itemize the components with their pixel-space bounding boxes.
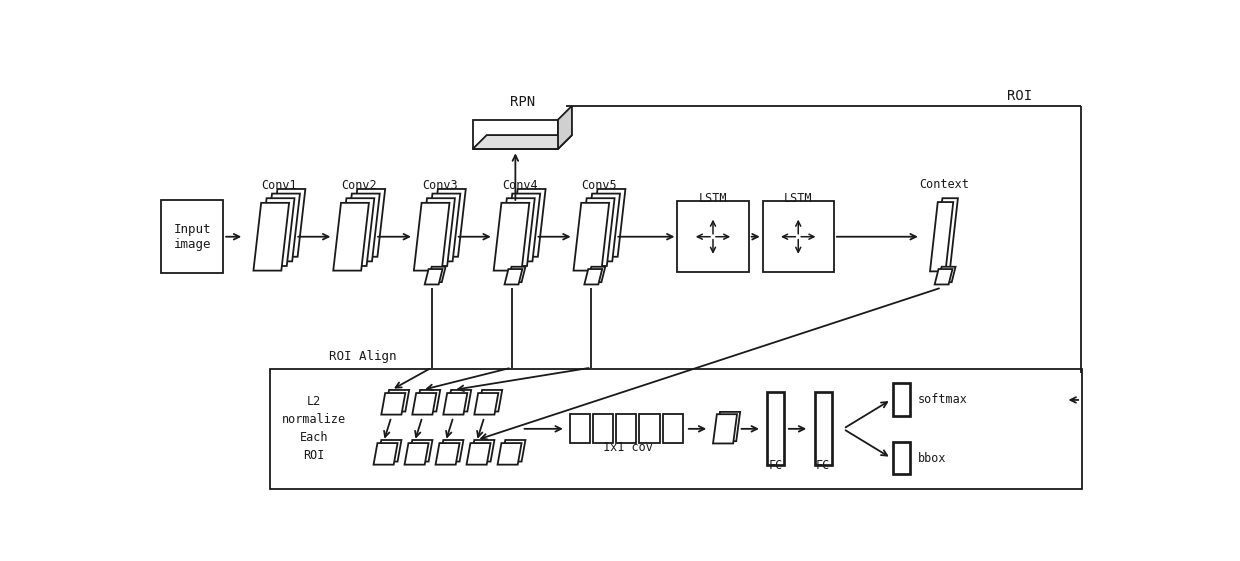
Polygon shape bbox=[428, 266, 445, 282]
Polygon shape bbox=[448, 390, 471, 412]
Polygon shape bbox=[350, 189, 386, 257]
Bar bbox=[662, 414, 683, 443]
Polygon shape bbox=[264, 194, 300, 261]
Polygon shape bbox=[501, 440, 526, 462]
Text: Conv1: Conv1 bbox=[262, 179, 298, 192]
Polygon shape bbox=[414, 203, 449, 270]
Polygon shape bbox=[584, 194, 620, 261]
Polygon shape bbox=[935, 269, 952, 284]
Bar bbox=[763, 201, 833, 272]
Polygon shape bbox=[510, 189, 546, 257]
Text: ROI: ROI bbox=[1007, 89, 1033, 103]
Polygon shape bbox=[713, 414, 737, 443]
Text: bbox: bbox bbox=[918, 452, 946, 465]
Bar bbox=[640, 414, 660, 443]
Polygon shape bbox=[386, 390, 409, 412]
Polygon shape bbox=[505, 194, 541, 261]
Polygon shape bbox=[377, 440, 402, 462]
Polygon shape bbox=[417, 390, 440, 412]
Bar bbox=[677, 201, 749, 272]
Polygon shape bbox=[439, 440, 464, 462]
Bar bbox=[815, 392, 832, 466]
Polygon shape bbox=[404, 443, 429, 465]
Text: softmax: softmax bbox=[918, 393, 967, 406]
Text: ROI Align: ROI Align bbox=[329, 350, 397, 363]
Bar bbox=[893, 442, 910, 474]
Text: Conv2: Conv2 bbox=[341, 179, 377, 192]
Text: FC: FC bbox=[816, 458, 830, 472]
Polygon shape bbox=[466, 443, 491, 465]
Text: L2
normalize
Each
ROI: L2 normalize Each ROI bbox=[281, 396, 346, 462]
Polygon shape bbox=[505, 269, 522, 284]
Polygon shape bbox=[494, 203, 529, 270]
Polygon shape bbox=[472, 119, 558, 149]
Polygon shape bbox=[424, 194, 460, 261]
Polygon shape bbox=[479, 390, 502, 412]
Polygon shape bbox=[373, 443, 398, 465]
Polygon shape bbox=[930, 202, 954, 272]
Polygon shape bbox=[339, 198, 374, 266]
Text: FC: FC bbox=[769, 458, 782, 472]
Polygon shape bbox=[408, 440, 433, 462]
Bar bbox=[616, 414, 636, 443]
Polygon shape bbox=[573, 203, 609, 270]
Polygon shape bbox=[334, 203, 370, 270]
Text: Conv3: Conv3 bbox=[422, 179, 458, 192]
Polygon shape bbox=[507, 266, 526, 282]
Text: LSTM: LSTM bbox=[784, 192, 812, 205]
Polygon shape bbox=[444, 393, 467, 415]
Polygon shape bbox=[590, 189, 625, 257]
Polygon shape bbox=[419, 198, 455, 266]
Bar bbox=[161, 200, 223, 273]
Text: RPN: RPN bbox=[510, 95, 534, 109]
Polygon shape bbox=[579, 198, 615, 266]
Bar bbox=[270, 369, 1081, 489]
Polygon shape bbox=[430, 189, 466, 257]
Polygon shape bbox=[937, 266, 956, 282]
Bar bbox=[768, 392, 784, 466]
Polygon shape bbox=[717, 412, 740, 441]
Polygon shape bbox=[424, 269, 443, 284]
Bar bbox=[569, 414, 590, 443]
Polygon shape bbox=[270, 189, 305, 257]
Polygon shape bbox=[412, 393, 436, 415]
Text: 1x1 cov: 1x1 cov bbox=[603, 442, 652, 454]
Bar bbox=[893, 383, 910, 416]
Polygon shape bbox=[259, 198, 295, 266]
Polygon shape bbox=[498, 198, 534, 266]
Text: Input
image: Input image bbox=[174, 223, 211, 251]
Polygon shape bbox=[558, 106, 572, 149]
Polygon shape bbox=[253, 203, 289, 270]
Text: Context: Context bbox=[919, 178, 968, 191]
Polygon shape bbox=[435, 443, 460, 465]
Polygon shape bbox=[472, 135, 572, 149]
Text: Conv5: Conv5 bbox=[582, 179, 618, 192]
Polygon shape bbox=[470, 440, 495, 462]
Text: Conv4: Conv4 bbox=[502, 179, 537, 192]
Polygon shape bbox=[584, 269, 603, 284]
Text: LSTM: LSTM bbox=[699, 192, 727, 205]
Polygon shape bbox=[497, 443, 522, 465]
Polygon shape bbox=[588, 266, 605, 282]
Polygon shape bbox=[474, 393, 498, 415]
Bar bbox=[593, 414, 613, 443]
Polygon shape bbox=[935, 198, 957, 268]
Polygon shape bbox=[345, 194, 379, 261]
Polygon shape bbox=[382, 393, 405, 415]
